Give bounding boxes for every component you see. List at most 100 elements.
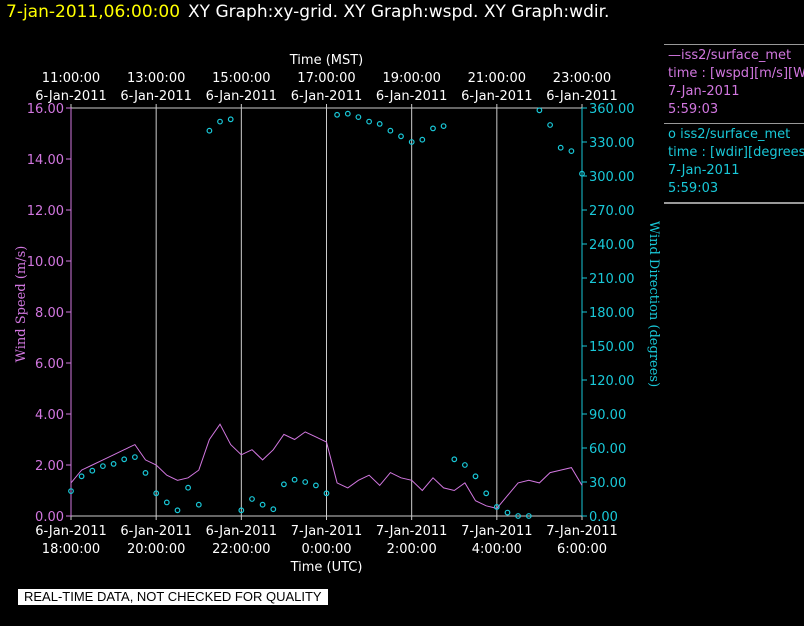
wdir-point [249,496,255,502]
bottom-axis-title: Time (UTC) [290,560,363,575]
wdir-point [217,118,223,125]
wdir-point [462,462,468,468]
bottom-tick-date: 7-Jan-2011 [546,524,618,539]
bottom-tick-date: 7-Jan-2011 [291,524,363,539]
graph-list: XY Graph:xy-grid. XY Graph:wspd. XY Grap… [188,2,610,22]
wdir-point [281,481,287,488]
right-tick-label: 60.00 [589,442,626,457]
wdir-point [195,501,202,508]
bottom-tick-time: 6:00:00 [557,542,607,557]
wdir-point [163,499,170,506]
wdir-point [110,461,117,467]
wdir-point [408,139,415,145]
bottom-tick-date: 6-Jan-2011 [206,524,278,539]
left-tick-label: 16.00 [27,102,64,117]
legend-wspd-name: —iss2/surface_met [668,48,792,63]
top-axis-title: Time (MST) [289,53,364,68]
left-tick-label: 6.00 [35,357,64,372]
top-tick-date: 6-Jan-2011 [206,89,278,104]
legend-wdir-desc: time : [wdir][degrees][V [668,145,804,160]
left-tick-label: 0.00 [35,510,64,525]
legend-wspd-date: 7-Jan-2011 [668,84,740,99]
wdir-point [270,506,277,513]
wdir-point [440,123,447,129]
legend-wdir-date: 7-Jan-2011 [668,163,740,178]
bottom-tick-date: 7-Jan-2011 [376,524,448,539]
wdir-point [387,127,394,134]
wdir-point [259,501,266,508]
wdir-point [78,473,85,480]
left-tick-label: 4.00 [35,408,64,423]
wdir-point [142,470,149,476]
top-tick-date: 6-Jan-2011 [376,89,448,104]
right-tick-label: 210.00 [589,272,635,287]
timestamp: 7-jan-2011,06:00:00 [6,2,181,22]
wdir-point [313,482,319,489]
quality-disclaimer: REAL-TIME DATA, NOT CHECKED FOR QUALITY [18,589,328,605]
top-tick-time: 17:00:00 [297,71,355,86]
wdir-point [334,111,341,118]
wdir-point [89,467,96,474]
left-axis-title: Wind Speed (m/s) [14,246,29,363]
right-axis-title: Wind Direction (degrees) [646,221,661,387]
wdir-point [483,490,490,497]
wdir-point [525,513,532,519]
wdir-point [504,509,511,516]
wdir-point [515,513,521,519]
wdir-point [68,488,74,495]
wdir-point [99,463,106,470]
right-tick-label: 120.00 [589,374,635,389]
right-tick-label: 30.00 [589,476,626,491]
wdir-point [206,127,213,134]
wdir-point [493,504,500,510]
legend-wspd[interactable]: —iss2/surface_met time : [wspd][m/s][Win… [664,44,804,105]
wdir-point [121,456,128,463]
wdir-point [185,484,192,491]
bottom-tick-date: 6-Jan-2011 [120,524,192,539]
top-tick-date: 6-Jan-2011 [461,89,533,104]
wdir-point [291,476,298,483]
right-tick-label: 90.00 [589,408,626,423]
wspd-series-line [70,423,583,509]
legend: —iss2/surface_met time : [wspd][m/s][Win… [664,44,804,204]
top-tick-time: 11:00:00 [42,71,100,86]
left-tick-label: 10.00 [27,255,64,270]
wdir-point [323,490,330,497]
top-tick-time: 23:00:00 [553,71,611,86]
wdir-point [174,507,181,514]
top-tick-time: 15:00:00 [212,71,270,86]
left-tick-label: 14.00 [27,153,64,168]
wdir-point [355,114,362,120]
bottom-tick-time: 4:00:00 [472,542,522,557]
bottom-tick-time: 20:00:00 [127,542,185,557]
top-tick-date: 6-Jan-2011 [546,89,618,104]
right-tick-label: 180.00 [589,306,635,321]
wdir-point [579,170,585,177]
wdir-point [536,107,543,114]
wdir-point [302,479,309,485]
top-tick-date: 6-Jan-2011 [35,89,107,104]
top-tick-time: 19:00:00 [382,71,440,86]
right-tick-label: 330.00 [589,136,635,151]
bottom-tick-date: 7-Jan-2011 [461,524,533,539]
right-tick-label: 360.00 [589,102,635,117]
top-tick-date: 6-Jan-2011 [291,89,363,104]
right-tick-label: 150.00 [589,340,635,355]
legend-wdir[interactable]: o iss2/surface_met time : [wdir][degrees… [664,123,804,202]
left-tick-label: 8.00 [35,306,64,321]
top-tick-time: 13:00:00 [127,71,185,86]
legend-wdir-time: 5:59:03 [668,181,719,196]
wdir-point [451,456,458,463]
right-tick-label: 300.00 [589,170,635,185]
left-tick-label: 2.00 [35,459,64,474]
bottom-tick-time: 18:00:00 [42,542,100,557]
wdir-point [430,125,436,132]
wdir-point [557,144,564,151]
right-tick-label: 0.00 [589,510,618,525]
legend-divider [664,202,804,204]
right-tick-label: 240.00 [589,238,635,253]
legend-wdir-name: o iss2/surface_met [668,127,791,142]
right-tick-label: 270.00 [589,204,635,219]
bottom-tick-time: 2:00:00 [387,542,437,557]
